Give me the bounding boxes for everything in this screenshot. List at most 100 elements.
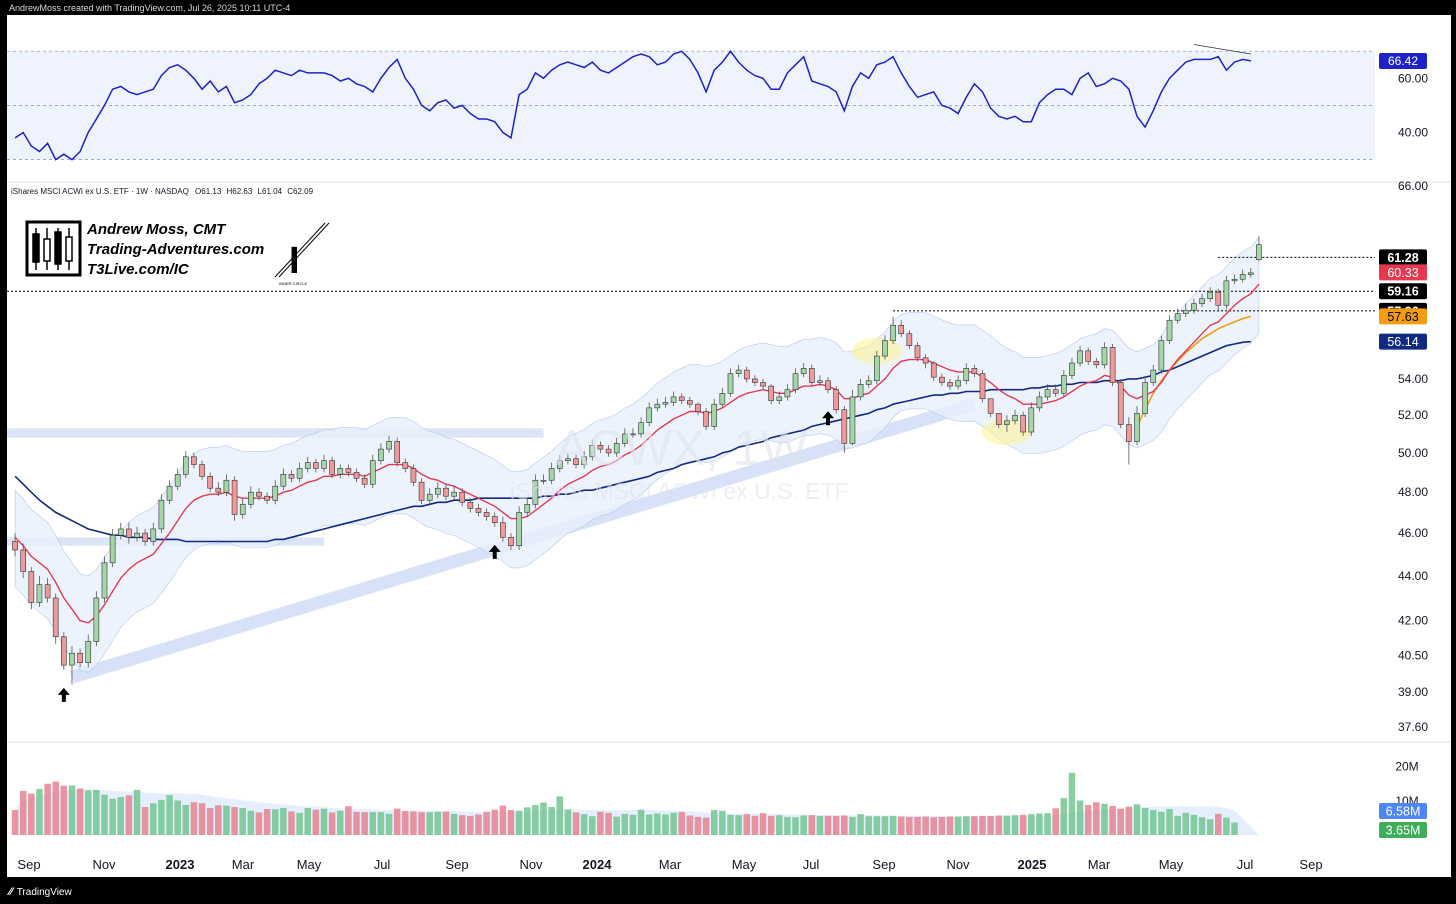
candle-body — [443, 487, 449, 497]
time-tick-label: May — [1159, 857, 1184, 872]
time-tick-label: May — [732, 857, 757, 872]
volume-bar — [1133, 804, 1141, 835]
up-arrow-icon — [57, 687, 70, 702]
candle-body — [947, 382, 953, 387]
candle — [760, 378, 766, 390]
candle-body — [174, 474, 181, 487]
candle-body — [784, 389, 791, 398]
candle-body — [678, 396, 685, 401]
candle-body — [548, 468, 555, 481]
candle-body — [321, 460, 327, 469]
candle-body — [28, 571, 35, 603]
candle-body — [378, 448, 384, 461]
candle-body — [459, 491, 466, 503]
candle-body — [1223, 280, 1230, 306]
candle-body — [1052, 389, 1059, 394]
volume-bar — [1060, 798, 1068, 835]
volume-bar — [52, 781, 59, 835]
volume-bar — [727, 814, 734, 835]
candle — [914, 342, 921, 362]
candle-body — [589, 444, 596, 458]
inner-circle-icon: I INNER CIRCLE — [274, 222, 330, 286]
time-tick-label: May — [297, 857, 322, 872]
volume-bar — [198, 803, 206, 835]
candle-body — [1199, 298, 1205, 304]
volume-bar — [288, 811, 295, 835]
volume-bar — [792, 817, 799, 835]
candle-body — [426, 493, 433, 501]
candle — [1256, 236, 1262, 262]
candle — [987, 398, 994, 418]
candle — [784, 384, 791, 401]
candle — [158, 494, 165, 534]
candle-body — [825, 380, 831, 390]
candle-body — [995, 413, 1002, 425]
candle-body — [451, 491, 457, 497]
volume-bar — [857, 814, 864, 835]
volume-bar — [150, 803, 157, 835]
volume-bar — [694, 816, 702, 835]
rsi-panel[interactable]: 60.00 40.00 66.42 — [7, 44, 1451, 183]
candle — [930, 361, 937, 381]
candle — [841, 406, 848, 453]
volume-bar — [873, 816, 881, 835]
candle-body — [231, 479, 238, 515]
candle — [1036, 391, 1043, 412]
price-label-badge — [1379, 333, 1427, 350]
volume-bar — [816, 815, 824, 835]
price-label-badge — [1379, 249, 1427, 266]
volume-bar — [572, 812, 580, 835]
volume-bar — [849, 816, 856, 835]
candle — [662, 396, 669, 408]
candle — [532, 474, 539, 509]
candle — [646, 402, 653, 427]
volume-bar — [1019, 814, 1027, 835]
candle — [630, 428, 636, 438]
volume-bar — [1093, 802, 1100, 835]
candle — [500, 516, 506, 542]
candle-body — [1134, 413, 1140, 442]
volume-bar — [637, 809, 645, 835]
volume-bar — [735, 815, 742, 835]
candle — [833, 386, 840, 414]
candle — [1109, 343, 1116, 387]
candle — [670, 391, 677, 407]
volume-bar — [1174, 815, 1181, 835]
volume-bar — [434, 811, 442, 835]
candle-body — [296, 468, 303, 479]
chart-svg[interactable]: 60.00 40.00 66.42 66.00 54.00 52.00 50.00 48.0… — [7, 15, 1451, 877]
price-panel[interactable]: 66.00 54.00 52.00 50.00 48.00 46.00 44.00 42.00… — [7, 179, 1451, 743]
candle — [134, 526, 140, 542]
candle — [638, 417, 644, 438]
volume-bar — [117, 797, 125, 835]
chart-canvas[interactable]: 60.00 40.00 66.42 66.00 54.00 52.00 50.00 48.0… — [7, 15, 1451, 877]
candle-body — [101, 562, 108, 599]
candle — [207, 472, 214, 493]
volume-bar — [556, 796, 564, 835]
candle — [426, 488, 433, 505]
author-logo: Andrew Moss, CMT Trading-Adventures.com … — [25, 220, 330, 286]
watermark-ticker: ACWX, 1W — [555, 420, 809, 476]
candle — [280, 468, 287, 491]
volume-bar — [1003, 815, 1011, 835]
candle-body — [752, 378, 758, 383]
volume-bar — [255, 812, 263, 835]
volume-bar — [841, 815, 848, 835]
candle-body — [304, 462, 311, 469]
candle — [28, 567, 35, 610]
volume-bar — [759, 813, 767, 835]
candle-body — [1191, 303, 1197, 311]
candle-body — [597, 444, 604, 450]
candle — [654, 398, 661, 412]
candle — [85, 634, 92, 668]
logo-line3: T3Live.com/IC — [87, 261, 190, 278]
candle — [1223, 276, 1230, 309]
volume-bar — [44, 783, 51, 835]
candle — [1012, 409, 1018, 425]
candle — [613, 437, 620, 457]
candle — [386, 435, 392, 453]
candle — [1158, 335, 1165, 374]
candle-body — [833, 389, 840, 411]
volume-bar — [1036, 813, 1043, 835]
